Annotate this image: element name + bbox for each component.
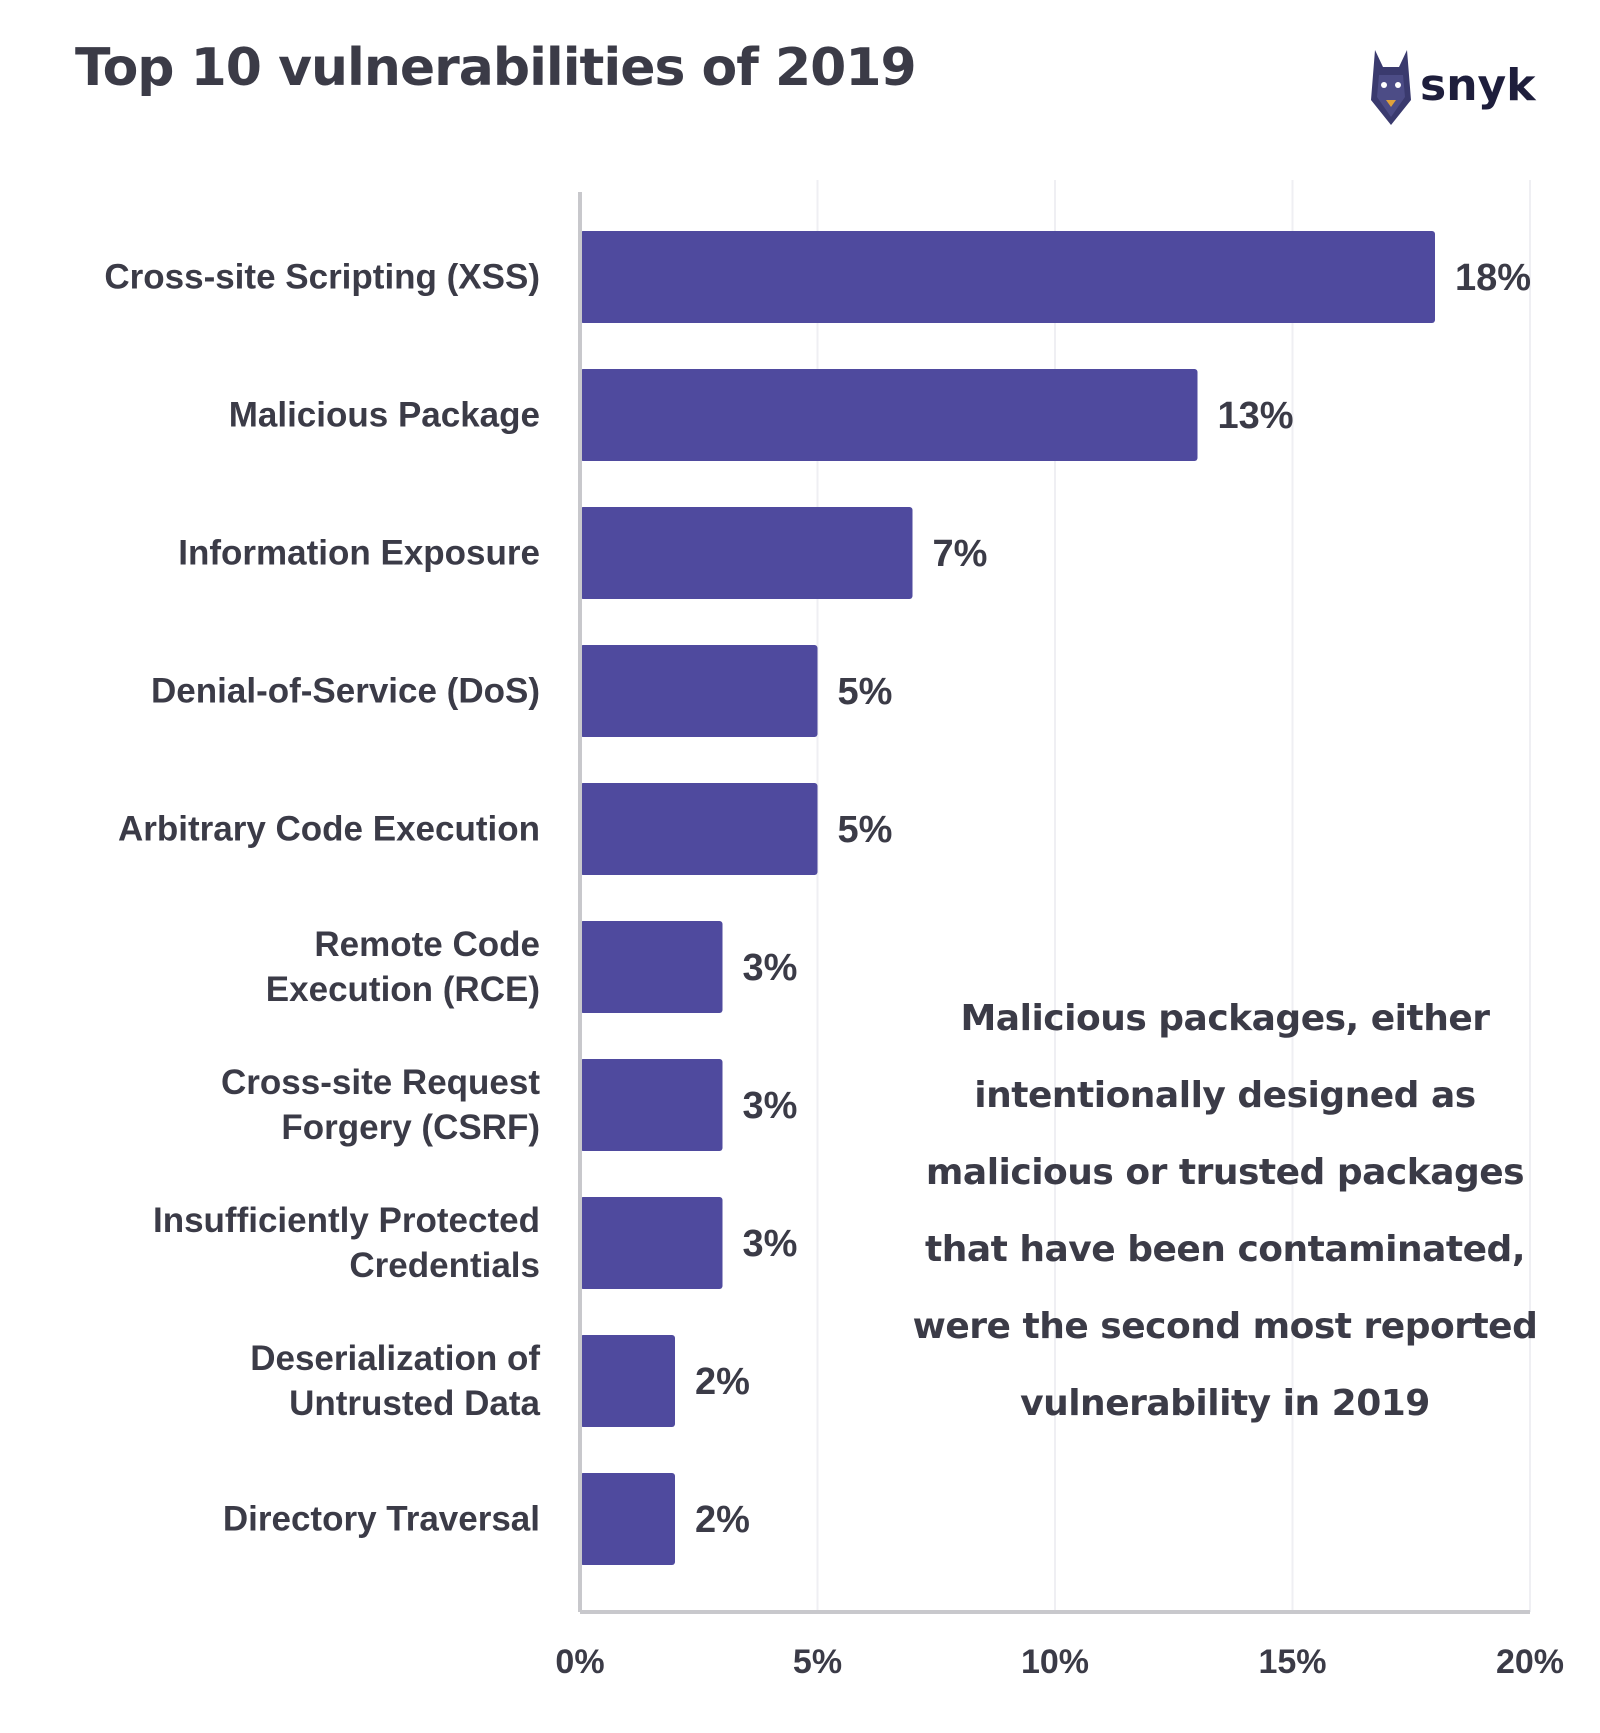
bar-value-label: 2% <box>695 1499 750 1541</box>
category-label-line: Information Exposure <box>178 533 540 573</box>
annotation-text: Malicious packages, either intentionally … <box>905 980 1545 1442</box>
category-label: Insufficiently Protected Credentials <box>80 1198 540 1288</box>
bar <box>580 1473 675 1565</box>
annotation-line: were the second most reported <box>912 1306 1538 1347</box>
bar-value-label: 13% <box>1218 395 1294 437</box>
category-label-line: Untrusted Data <box>289 1384 540 1423</box>
bar <box>580 921 723 1013</box>
category-label: Deserialization of Untrusted Data <box>80 1336 540 1426</box>
category-label-line: Directory Traversal <box>222 1499 540 1539</box>
x-tick-label: 0% <box>555 1643 604 1681</box>
category-label: Denial-of-Service (DoS) <box>80 669 540 714</box>
annotation-line: malicious or trusted packages <box>925 1152 1525 1193</box>
x-tick-label: 15% <box>1258 1643 1326 1681</box>
bar-value-label: 3% <box>743 1085 798 1127</box>
bar <box>580 507 913 599</box>
annotation-line: Malicious packages, either <box>960 998 1490 1039</box>
bar-value-label: 7% <box>933 533 988 575</box>
bar-value-label: 3% <box>743 947 798 989</box>
x-tick-label: 5% <box>793 1643 842 1681</box>
category-label: Cross-site Request Forgery (CSRF) <box>80 1060 540 1150</box>
bar <box>580 1197 723 1289</box>
annotation-line: intentionally designed as <box>974 1075 1476 1116</box>
category-label: Information Exposure <box>80 531 540 576</box>
category-label: Cross-site Scripting (XSS) <box>80 255 540 300</box>
bar <box>580 783 818 875</box>
category-label-line: Malicious Package <box>228 395 540 435</box>
bar-value-label: 2% <box>695 1361 750 1403</box>
category-label: Remote Code Execution (RCE) <box>80 922 540 1012</box>
category-label-line: Cross-site Request <box>221 1063 540 1102</box>
annotation-line: that have been contaminated, <box>924 1229 1526 1270</box>
bar-value-label: 5% <box>838 809 893 851</box>
chart-title: Top 10 vulnerabilities of 2019 <box>75 38 917 98</box>
bar <box>580 1059 723 1151</box>
category-label-line: Forgery (CSRF) <box>281 1108 540 1147</box>
bar <box>580 645 818 737</box>
bar <box>580 1335 675 1427</box>
category-label-line: Remote Code <box>314 925 540 964</box>
category-label-line: Cross-site Scripting (XSS) <box>104 257 540 297</box>
category-label: Malicious Package <box>80 393 540 438</box>
bar <box>580 231 1435 323</box>
category-label: Directory Traversal <box>80 1497 540 1542</box>
bar-value-label: 3% <box>743 1223 798 1265</box>
bar <box>580 369 1198 461</box>
x-tick-label: 10% <box>1021 1643 1089 1681</box>
category-label-line: Insufficiently Protected <box>152 1201 540 1240</box>
brand-name: snyk <box>1420 60 1536 111</box>
category-label-line: Deserialization of <box>250 1339 540 1378</box>
category-label-line: Denial-of-Service (DoS) <box>151 671 540 711</box>
category-label-line: Credentials <box>349 1246 540 1285</box>
category-label: Arbitrary Code Execution <box>80 807 540 852</box>
x-tick-label: 20% <box>1496 1643 1564 1681</box>
bar-value-label: 18% <box>1455 257 1531 299</box>
category-label-line: Execution (RCE) <box>265 970 540 1009</box>
annotation-line: vulnerability in 2019 <box>1020 1383 1430 1424</box>
category-label-line: Arbitrary Code Execution <box>117 809 540 849</box>
snyk-logo-icon <box>1371 50 1411 125</box>
bar-value-label: 5% <box>838 671 893 713</box>
